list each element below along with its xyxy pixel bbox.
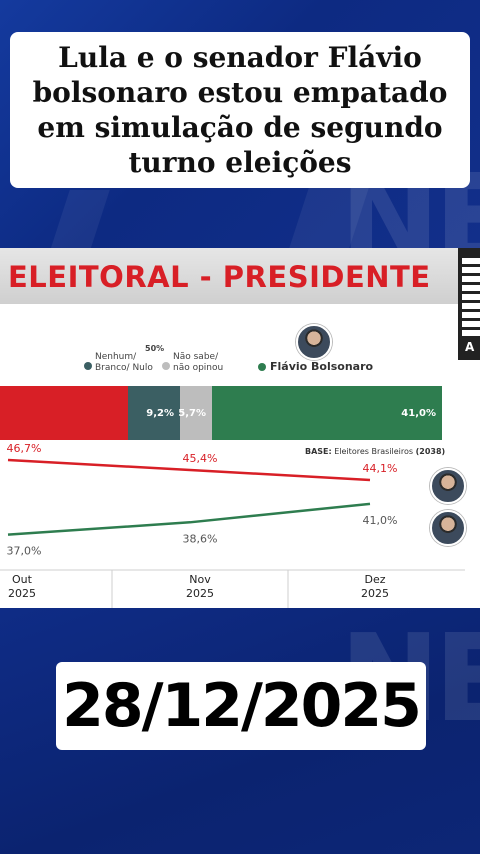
card-title: ELEITORAL - PRESIDENTE	[8, 260, 431, 294]
data-label-flavio: 41,0%	[363, 514, 398, 527]
flavio-legend-label: Flávio Bolsonaro	[270, 360, 374, 373]
bar-segment-lula	[0, 386, 128, 440]
bar-value-nenhum: 9,2%	[146, 407, 174, 419]
nenhum-legend-dot	[84, 362, 92, 370]
qr-letter: A	[465, 340, 475, 354]
flavio-legend-dot	[258, 363, 266, 371]
headline-box: Lula e o senador Flávio bolsonaro estou …	[10, 32, 470, 188]
card-body	[0, 304, 458, 608]
flavio-avatar-chart	[430, 510, 466, 546]
data-label-flavio: 38,6%	[183, 532, 218, 545]
qr-pattern	[462, 256, 480, 336]
data-label-flavio: 37,0%	[7, 545, 42, 558]
fifty-percent-label: 50%	[145, 344, 165, 353]
series-line-flavio	[7, 502, 371, 536]
data-label-lula: 45,4%	[183, 452, 218, 465]
x-tick-year: 2025	[186, 587, 214, 600]
x-tick-year: 2025	[8, 587, 36, 600]
card-body-edge	[458, 360, 480, 608]
base-label: BASE:	[305, 447, 332, 456]
nenhum-legend-label: Nenhum/ Branco/ Nulo	[95, 352, 153, 373]
bar-value-flavio: 41,0%	[401, 407, 436, 419]
base-note: BASE: Eleitores Brasileiros (2038)	[305, 447, 445, 456]
series-line-lula	[7, 458, 371, 482]
date-band: 28/12/2025	[56, 662, 426, 750]
qr-code-icon: A	[458, 248, 480, 360]
line-chart: 46,7%45,4%44,1%37,0%38,6%41,0%Out2025Nov…	[0, 442, 465, 608]
card-header: ELEITORAL - PRESIDENTE	[0, 248, 458, 306]
bar-segment-nao-sabe: 5,7%	[178, 386, 212, 440]
data-label-lula: 44,1%	[363, 462, 398, 475]
bar-segment-flavio: 41,0%	[212, 386, 442, 440]
base-count: (2038)	[415, 447, 446, 456]
bar-segment-nenhum: 9,2%	[128, 386, 180, 440]
lula-avatar	[430, 468, 466, 504]
x-tick-month: Out	[12, 573, 33, 586]
x-tick-month: Nov	[189, 573, 211, 586]
date-text: 28/12/2025	[62, 671, 422, 741]
flavio-avatar	[296, 324, 332, 360]
nao-sabe-legend-label: Não sabe/ não opinou	[173, 352, 224, 373]
x-tick-month: Dez	[364, 573, 385, 586]
bar-value-nao-sabe: 5,7%	[178, 407, 206, 419]
nao-sabe-legend-dot	[162, 362, 170, 370]
headline-text: Lula e o senador Flávio bolsonaro estou …	[32, 41, 448, 179]
x-tick-year: 2025	[361, 587, 389, 600]
base-text: Eleitores Brasileiros	[331, 447, 416, 456]
data-label-lula: 46,7%	[7, 442, 42, 455]
